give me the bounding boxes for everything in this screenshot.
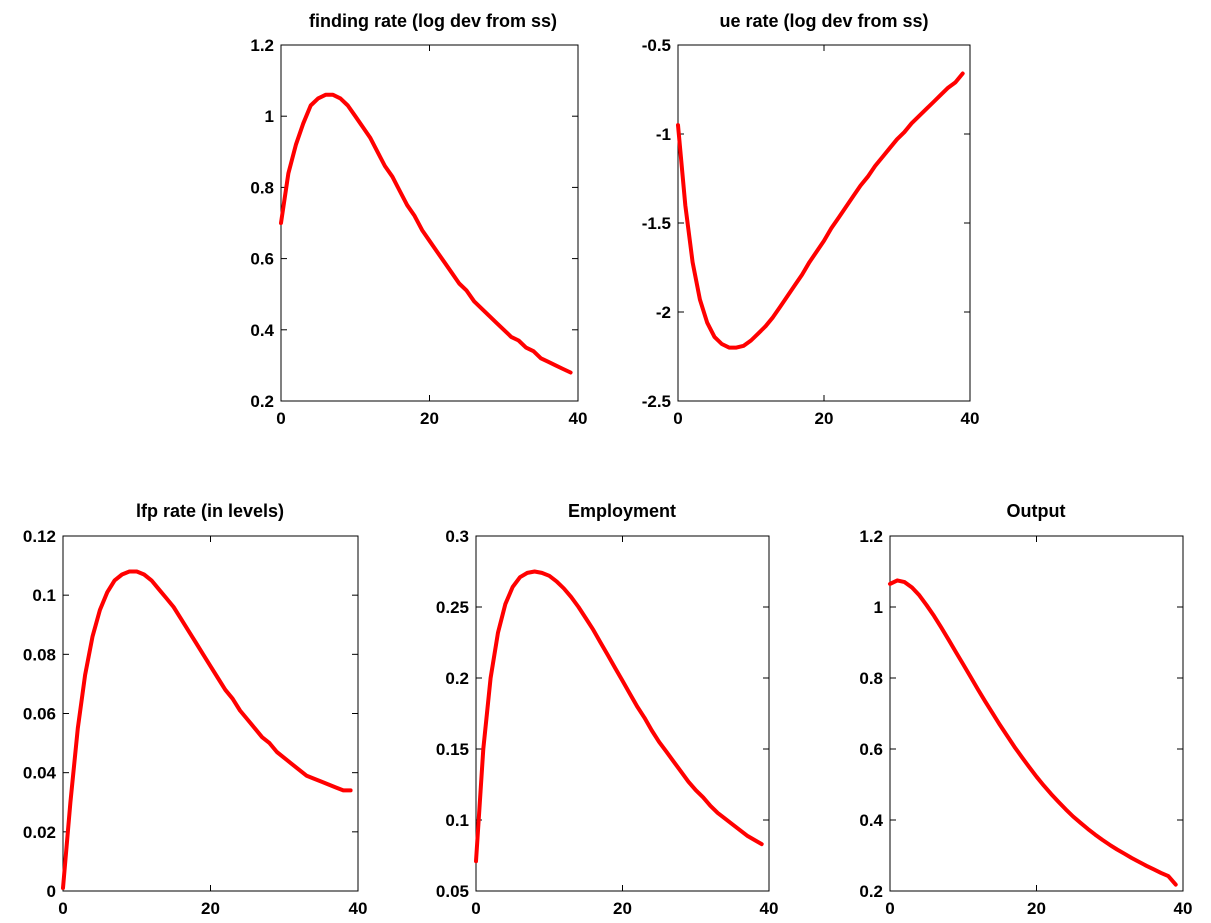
y-tick-label: 0.15 <box>436 740 469 759</box>
y-tick-label: 1 <box>265 107 274 126</box>
x-tick-label: 20 <box>1027 899 1046 918</box>
y-tick-label: 0.4 <box>859 811 883 830</box>
y-tick-label: 0.2 <box>250 392 274 411</box>
plot-frame <box>677 44 971 402</box>
y-tick-label: 0.2 <box>859 882 883 901</box>
panel-employment: Employment 0 20 40 0.05 0.1 0.15 0.2 0.25 0.3 <box>436 501 779 918</box>
y-tick-label: 0.3 <box>445 527 469 546</box>
y-tick-label: 0.12 <box>23 527 56 546</box>
series-line <box>61 569 353 890</box>
x-tick-label: 40 <box>1174 899 1193 918</box>
plot-frame <box>889 535 1184 892</box>
x-tick-label: 40 <box>349 899 368 918</box>
panel-finding-rate: finding rate (log dev from ss) 0 20 40 0.2 0… <box>250 11 587 428</box>
y-tick-label: 0.1 <box>445 811 469 830</box>
y-tick-label: 0.25 <box>436 598 469 617</box>
y-tick-label: 0.1 <box>32 586 56 605</box>
series-line <box>474 569 764 864</box>
series-line <box>888 578 1178 887</box>
y-tick-label: 0.6 <box>859 740 883 759</box>
x-tick-label: 40 <box>760 899 779 918</box>
y-tick-label: -1 <box>656 125 671 144</box>
x-tick-label: 20 <box>420 409 439 428</box>
panel-title: Employment <box>568 501 676 521</box>
panel-ue-rate: ue rate (log dev from ss) 0 20 40 -2.5 -2 -1.… <box>642 11 980 428</box>
y-tick-label: 1.2 <box>859 527 883 546</box>
y-tick-label: 0.04 <box>23 764 57 783</box>
series-line <box>676 71 965 350</box>
y-tick-label: 0.6 <box>250 250 274 269</box>
x-tick-label: 20 <box>613 899 632 918</box>
y-tick-label: 0.06 <box>23 705 56 724</box>
y-tick-label: 0.08 <box>23 645 56 664</box>
plot-frame <box>280 44 579 402</box>
y-tick-label: 1 <box>874 598 883 617</box>
y-tick-label: 0.4 <box>250 321 274 340</box>
panel-title: lfp rate (in levels) <box>136 501 284 521</box>
y-tick-label: -2 <box>656 303 671 322</box>
x-tick-label: 0 <box>276 409 285 428</box>
panel-title: Output <box>1007 501 1066 521</box>
y-tick-label: 1.2 <box>250 36 274 55</box>
panel-title: ue rate (log dev from ss) <box>719 11 928 31</box>
y-tick-label: 0 <box>47 882 56 901</box>
x-tick-label: 0 <box>673 409 682 428</box>
panel-lfp-rate: lfp rate (in levels) 0 20 40 0 0.02 0.04 0.06 0… <box>23 501 368 918</box>
x-tick-label: 40 <box>961 409 980 428</box>
y-tick-label: 0.8 <box>859 669 883 688</box>
y-tick-label: 0.05 <box>436 882 469 901</box>
y-tick-label: -1.5 <box>642 214 671 233</box>
y-tick-label: 0.8 <box>250 178 274 197</box>
x-tick-label: 0 <box>58 899 67 918</box>
x-tick-label: 40 <box>569 409 588 428</box>
y-tick-label: 0.02 <box>23 823 56 842</box>
series-line <box>279 92 573 375</box>
panel-output: Output 0 20 40 0.2 0.4 0.6 0.8 1 1.2 <box>859 501 1192 918</box>
plot-frame <box>475 535 770 892</box>
x-tick-label: 20 <box>201 899 220 918</box>
y-tick-label: -2.5 <box>642 392 671 411</box>
x-tick-label: 0 <box>885 899 894 918</box>
y-tick-label: 0.2 <box>445 669 469 688</box>
panel-title: finding rate (log dev from ss) <box>309 11 557 31</box>
x-tick-label: 0 <box>471 899 480 918</box>
y-tick-label: -0.5 <box>642 36 671 55</box>
x-tick-label: 20 <box>815 409 834 428</box>
